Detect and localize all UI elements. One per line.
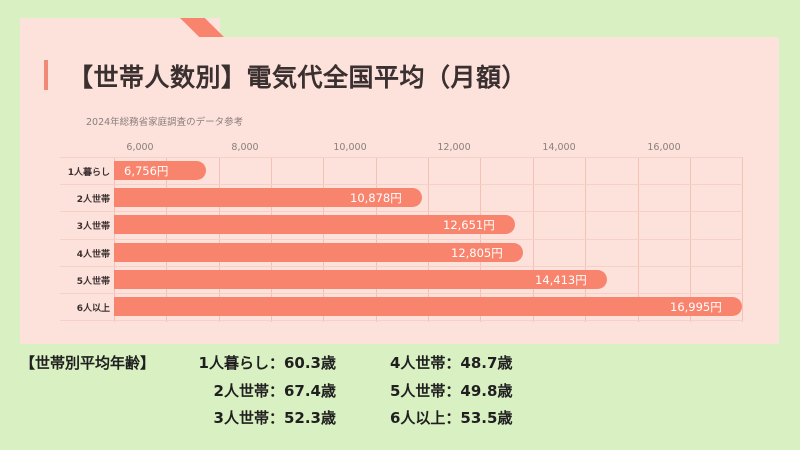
- gridline-horizontal: [60, 293, 743, 294]
- category-label: 1人暮らし: [67, 168, 110, 178]
- gridline-horizontal: [60, 266, 743, 267]
- axis-tick-label: 14,000: [542, 142, 576, 153]
- axis-tick-label: 6,000: [126, 142, 154, 153]
- ages-heading: 【世帯別平均年齢】: [20, 354, 156, 372]
- category-label: 4人世帯: [76, 250, 110, 260]
- category-label: 6人以上: [76, 304, 110, 314]
- axis-tick-label: 12,000: [437, 142, 471, 153]
- gridline-horizontal: [60, 320, 743, 321]
- category-label: 2人世帯: [76, 195, 110, 205]
- data-bar: [114, 270, 607, 289]
- axis-tick-label: 16,000: [647, 142, 681, 153]
- title-accent-bar: [44, 60, 48, 90]
- age-item-4: 4人世帯：48.7歳: [390, 354, 513, 372]
- age-item-1: 1人暮らし：60.3歳: [198, 354, 336, 372]
- bar-value-label: 12,651円: [443, 218, 495, 232]
- data-bar: [114, 243, 523, 262]
- data-bar: [114, 215, 515, 234]
- gridline-horizontal: [60, 211, 743, 212]
- bar-value-label: 12,805円: [451, 246, 503, 260]
- bar-value-label: 14,413円: [535, 273, 587, 287]
- age-item-6: 6人以上：53.5歳: [390, 409, 513, 427]
- age-item-2: 2人世帯：67.4歳: [213, 382, 336, 400]
- gridline-horizontal: [60, 157, 743, 158]
- age-item-5: 5人世帯：49.8歳: [390, 382, 513, 400]
- page-title: 【世帯人数別】電気代全国平均（月額）: [68, 63, 528, 92]
- axis-tick-label: 10,000: [333, 142, 367, 153]
- chart-subtitle: 2024年総務省家庭調査のデータ参考: [86, 117, 244, 128]
- axis-tick-label: 8,000: [231, 142, 259, 153]
- data-bar: [114, 297, 742, 316]
- category-label: 5人世帯: [76, 277, 110, 287]
- age-item-3: 3人世帯：52.3歳: [213, 409, 336, 427]
- bar-value-label: 10,878円: [350, 191, 402, 205]
- gridline-horizontal: [60, 184, 743, 185]
- data-bar: [114, 188, 422, 207]
- bar-value-label: 6,756円: [124, 164, 169, 178]
- card-tab: [20, 18, 220, 38]
- data-bar: [114, 161, 206, 180]
- gridline-horizontal: [60, 239, 743, 240]
- category-label: 3人世帯: [76, 222, 110, 232]
- bar-value-label: 16,995円: [670, 300, 722, 314]
